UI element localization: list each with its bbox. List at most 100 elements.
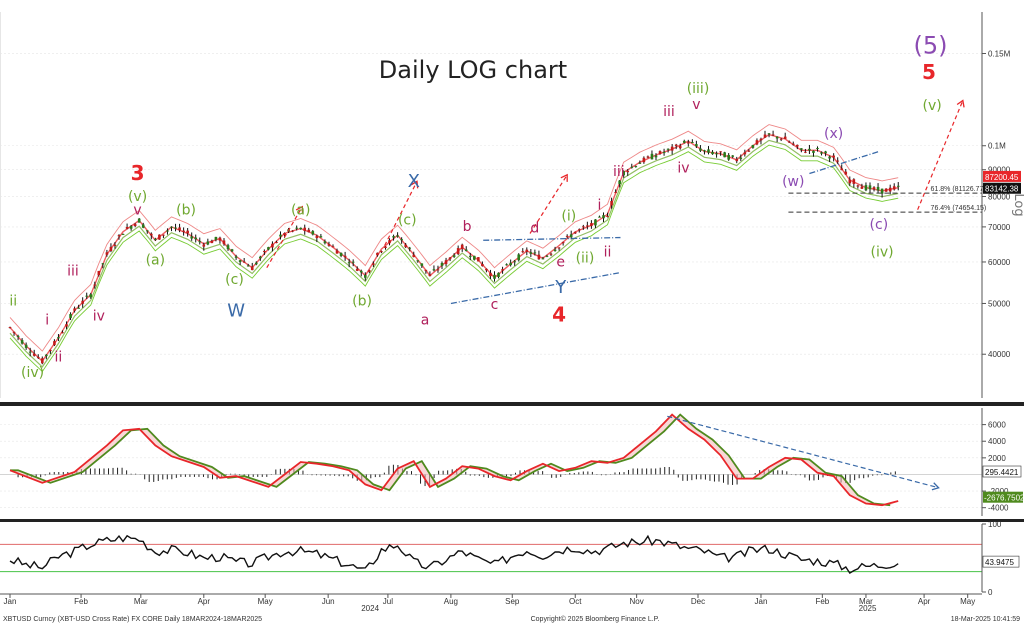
price-candle [541,258,545,260]
price-candle [586,225,589,227]
projection-arrowhead [956,99,965,108]
price-candle [606,215,609,217]
macd-fast-line [9,413,899,507]
price-candle [327,244,331,246]
price-candle [642,157,646,163]
price-candle [291,230,294,232]
upper-band-line [9,124,899,352]
rsi-tick-label: 0 [988,588,993,597]
price-candle [307,229,311,233]
price-candle [408,247,412,249]
price-candle [812,150,815,153]
price-candle [57,337,60,339]
price-candle [89,294,93,298]
price-candle [569,234,573,238]
price-candle [755,140,759,145]
price-candle [24,344,28,348]
scale-label: Log [1011,193,1024,216]
price-candle [174,227,177,229]
price-candle [339,252,343,256]
price-candle [864,185,868,191]
price-candle [41,358,44,364]
price-candle [856,185,860,187]
price-candle [489,272,492,277]
price-candle [416,260,420,262]
price-candle [246,265,250,267]
price-candle [259,256,262,259]
price-candle [49,350,52,352]
price-candle [783,136,787,139]
price-candle [533,252,537,254]
price-candle [711,151,714,155]
trendline [809,150,880,175]
wave-label: iv [677,160,689,176]
price-candle [468,255,472,257]
price-candle [662,152,666,154]
price-candle [703,150,706,152]
price-candle [852,179,856,184]
price-candle [816,147,819,149]
price-candle [376,252,379,256]
wave-label: (c) [870,217,889,233]
wave-labels: (5)5(v)3(v)v (b)(a)(a)(c)WX(c)(b)b daceY4(… [9,31,947,380]
wave-label: (c) [398,212,417,228]
price-candle [355,268,359,271]
price-candle [820,152,823,154]
price-candle [190,236,193,239]
projection-arrowhead [410,180,419,189]
price-candle [214,236,218,240]
x-tick-label: Nov [630,597,644,606]
price-candle [779,138,783,140]
macd-zero-badge-text: 295.4421 [985,468,1019,477]
price-candle [424,269,428,271]
wave-label: d [530,220,539,236]
last-price-badge-text: 83142.38 [985,185,1019,194]
macd-tick-label: 2000 [988,454,1006,463]
price-candle [206,241,210,245]
price-candle [791,143,795,145]
price-candle [137,218,141,223]
main-tick-label: 50000 [988,299,1011,308]
price-candle [896,185,900,187]
price-candle [32,353,36,356]
projection-line [266,206,303,269]
price-candle [719,151,722,153]
wave-label: Y [554,277,567,298]
price-candle [12,331,16,333]
price-candle [65,324,68,327]
price-candle [477,257,480,262]
price-candle [565,235,569,237]
price-candle [198,241,202,243]
price-candle [848,179,852,184]
price-candle [93,284,97,286]
main-y-axis: 0.15M 0.1M 90000 80000 70000 60000 50000 40000 8… [981,12,1021,398]
price-candle [743,152,747,155]
price-candle [69,314,72,318]
price-candle [20,340,24,344]
price-candle [622,171,625,176]
price-candle [513,261,516,263]
price-candle [808,148,811,151]
main-panel: 61.8% (81126.77) 76.4% (74654.15) (5)5 (v)… [0,12,1024,398]
lower-band-line [9,144,899,373]
price-candle [396,235,399,237]
price-candle [553,249,557,251]
price-candle [182,230,185,232]
price-candle [448,257,452,260]
upper-band-badge [983,170,1021,182]
price-candle [614,192,617,194]
price-candle [73,308,76,311]
upper-band-badge-text: 87200.45 [985,173,1019,182]
price-candle [295,227,298,229]
main-tick-label: 0.15M [988,49,1011,58]
price-candle [509,262,512,266]
price-candle [695,144,698,147]
wave-label: i [598,198,602,214]
rsi-last-badge [982,555,1020,568]
price-candle [602,215,605,219]
trendline [483,236,621,241]
price-candle [53,341,56,346]
price-candle [464,249,468,252]
price-candle [384,246,387,248]
x-tick-label: Apr [918,597,931,606]
